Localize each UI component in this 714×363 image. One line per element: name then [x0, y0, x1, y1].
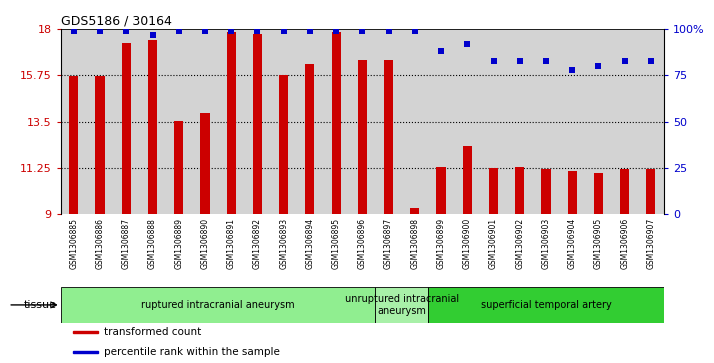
Text: GSM1306896: GSM1306896 [358, 218, 367, 269]
Text: GSM1306902: GSM1306902 [516, 218, 524, 269]
Point [461, 41, 473, 47]
Bar [376, 287, 428, 323]
Point [199, 28, 211, 34]
Point [121, 28, 132, 34]
Bar [568, 171, 577, 214]
Bar [121, 44, 131, 214]
Point [566, 67, 578, 73]
Text: GSM1306906: GSM1306906 [620, 218, 629, 269]
Text: superficial temporal artery: superficial temporal artery [481, 300, 611, 310]
Point [540, 58, 552, 64]
Text: GSM1306895: GSM1306895 [331, 218, 341, 269]
Bar [201, 113, 209, 214]
Bar [411, 208, 419, 214]
Bar [253, 34, 262, 214]
Text: GSM1306904: GSM1306904 [568, 218, 577, 269]
Point [331, 28, 342, 34]
Bar [226, 32, 236, 214]
Text: GSM1306886: GSM1306886 [96, 218, 104, 269]
Text: GSM1306888: GSM1306888 [148, 218, 157, 269]
Bar [73, 331, 98, 333]
Bar [148, 40, 157, 214]
Bar [96, 76, 105, 214]
Text: transformed count: transformed count [104, 327, 201, 337]
Text: GSM1306890: GSM1306890 [201, 218, 209, 269]
Text: GSM1306898: GSM1306898 [411, 218, 419, 269]
Bar [489, 168, 498, 214]
Text: GSM1306903: GSM1306903 [541, 218, 550, 269]
Point [514, 58, 526, 64]
Bar [306, 64, 314, 214]
Point [593, 63, 604, 69]
Point [383, 28, 394, 34]
Bar [463, 146, 472, 214]
Text: GSM1306885: GSM1306885 [69, 218, 79, 269]
Point [488, 58, 499, 64]
Point [278, 28, 289, 34]
Bar [594, 173, 603, 214]
Point [226, 28, 237, 34]
Point [436, 48, 447, 54]
Point [409, 28, 421, 34]
Text: GSM1306899: GSM1306899 [436, 218, 446, 269]
Bar [174, 121, 183, 214]
Text: percentile rank within the sample: percentile rank within the sample [104, 347, 280, 357]
Bar [73, 351, 98, 353]
Text: GSM1306897: GSM1306897 [384, 218, 393, 269]
Text: ruptured intracranial aneurysm: ruptured intracranial aneurysm [141, 300, 295, 310]
Point [304, 28, 316, 34]
Bar [69, 76, 79, 214]
Text: GSM1306901: GSM1306901 [489, 218, 498, 269]
Text: GSM1306891: GSM1306891 [227, 218, 236, 269]
Text: GSM1306892: GSM1306892 [253, 218, 262, 269]
Bar [279, 75, 288, 214]
Bar [436, 167, 446, 214]
Bar [384, 60, 393, 214]
Point [356, 28, 368, 34]
Text: GDS5186 / 30164: GDS5186 / 30164 [61, 15, 171, 28]
Text: tissue: tissue [24, 300, 57, 310]
Bar [541, 169, 550, 214]
Point [94, 28, 106, 34]
Point [645, 58, 657, 64]
Bar [331, 32, 341, 214]
Text: GSM1306889: GSM1306889 [174, 218, 183, 269]
Bar [358, 60, 367, 214]
Bar [620, 169, 629, 214]
Point [619, 58, 630, 64]
Text: GSM1306905: GSM1306905 [594, 218, 603, 269]
Text: GSM1306900: GSM1306900 [463, 218, 472, 269]
Text: GSM1306907: GSM1306907 [646, 218, 655, 269]
Point [147, 32, 159, 37]
Point [68, 28, 79, 34]
Text: GSM1306893: GSM1306893 [279, 218, 288, 269]
Text: unruptured intracranial
aneurysm: unruptured intracranial aneurysm [345, 294, 459, 316]
Text: GSM1306894: GSM1306894 [306, 218, 314, 269]
Bar [516, 167, 524, 214]
Bar [428, 287, 664, 323]
Text: GSM1306887: GSM1306887 [122, 218, 131, 269]
Point [173, 28, 184, 34]
Bar [646, 169, 655, 214]
Point [252, 28, 263, 34]
Bar [61, 287, 376, 323]
